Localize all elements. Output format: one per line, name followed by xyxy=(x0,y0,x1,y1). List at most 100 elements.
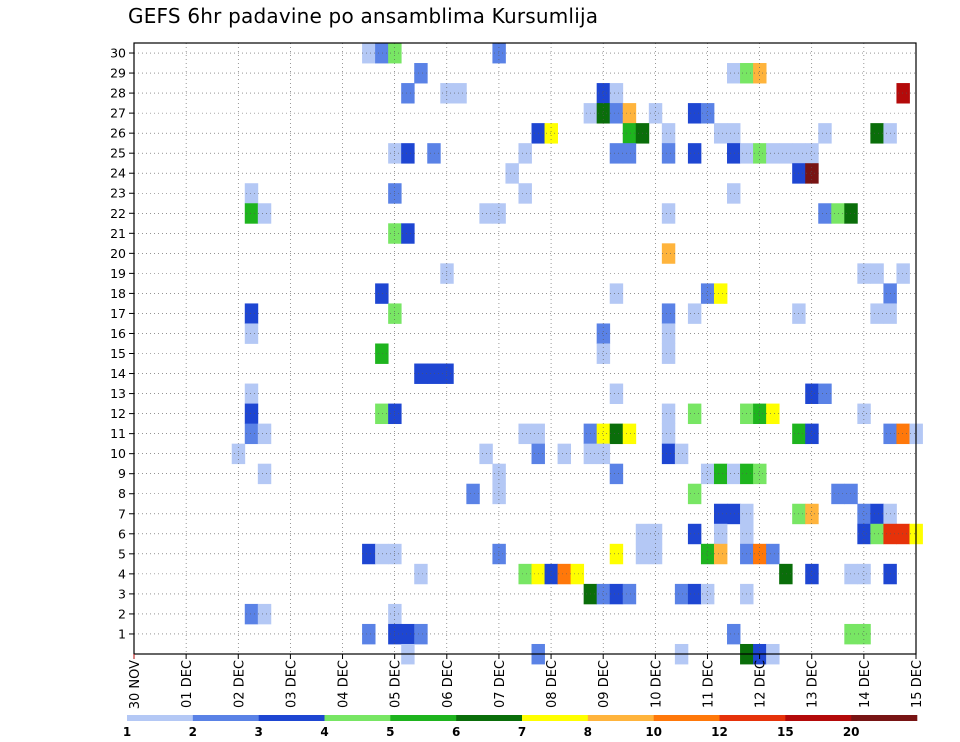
heatmap-cell xyxy=(870,523,884,545)
heatmap-cell xyxy=(870,303,884,324)
colorbar-segment xyxy=(192,715,259,721)
heatmap-cell xyxy=(414,63,428,84)
heatmap-cell xyxy=(427,143,441,164)
heatmap-cell xyxy=(727,123,741,144)
colorbar-label: 1 xyxy=(123,725,131,739)
x-tick-label: 09 DEC xyxy=(597,660,612,708)
heatmap-cell xyxy=(557,563,572,585)
heatmap-cell xyxy=(609,543,624,565)
heatmap-cell xyxy=(596,343,611,364)
heatmap-cell xyxy=(466,483,480,505)
x-tick-label: 08 DEC xyxy=(545,660,560,708)
heatmap-cell xyxy=(609,283,624,304)
heatmap-cell xyxy=(596,583,611,605)
colorbar-label: 12 xyxy=(711,725,728,739)
heatmap-cell xyxy=(844,203,858,224)
heatmap-cell xyxy=(609,143,624,164)
heatmap-cell xyxy=(648,523,663,545)
y-tick-label: 17 xyxy=(110,306,126,321)
heatmap-cell xyxy=(362,623,376,645)
heatmap-cell xyxy=(648,103,663,124)
colorbar-label: 15 xyxy=(777,725,794,739)
colorbar-segment xyxy=(719,715,786,721)
heatmap-cell xyxy=(857,523,871,545)
heatmap-cell xyxy=(375,43,389,64)
heatmap-cell xyxy=(622,103,637,124)
heatmap-cell xyxy=(622,583,637,605)
y-tick-label: 27 xyxy=(110,106,126,121)
heatmap-cell xyxy=(727,143,741,164)
heatmap-cell xyxy=(700,543,715,565)
heatmap-cell xyxy=(700,283,715,304)
y-tick-label: 28 xyxy=(110,86,126,101)
heatmap-cell xyxy=(414,563,428,585)
heatmap-cell xyxy=(570,563,585,585)
heatmap-cell xyxy=(544,563,558,585)
heatmap-cell xyxy=(401,223,415,244)
heatmap-cell xyxy=(401,143,415,164)
heatmap-cell xyxy=(661,443,676,465)
y-tick-label: 12 xyxy=(110,406,126,421)
heatmap-cell xyxy=(805,143,819,164)
heatmap-cell xyxy=(727,463,741,485)
heatmap-cells xyxy=(231,43,923,665)
heatmap-cell xyxy=(622,423,637,445)
chart-title: GEFS 6hr padavine po ansamblima Kursumli… xyxy=(128,4,599,28)
colorbar-segment xyxy=(587,715,654,721)
heatmap-cell xyxy=(661,203,676,224)
heatmap-cell xyxy=(727,623,741,645)
y-tick-label: 24 xyxy=(110,166,126,181)
y-tick-label: 5 xyxy=(118,546,126,561)
heatmap-cell xyxy=(857,263,871,284)
heatmap-cell xyxy=(661,143,676,164)
y-tick-label: 30 xyxy=(110,46,126,61)
y-tick-label: 8 xyxy=(118,486,126,501)
colorbar-legend: 1 2 3 4 5 6 7 8 10 12 15 20 xyxy=(123,715,918,739)
y-tick-label: 20 xyxy=(110,246,126,261)
y-tick-label: 21 xyxy=(110,226,126,241)
heatmap-cell xyxy=(596,83,611,104)
heatmap-cell xyxy=(818,123,832,144)
x-tick-label: 11 DEC xyxy=(702,660,717,708)
heatmap-cell xyxy=(375,403,389,425)
heatmap-cell xyxy=(700,463,715,485)
x-tick-label: 06 DEC xyxy=(441,660,456,708)
heatmap-cell xyxy=(713,283,728,304)
heatmap-cell xyxy=(518,423,532,445)
heatmap-cell xyxy=(518,143,532,164)
heatmap-cell xyxy=(753,543,767,565)
heatmap-cell xyxy=(805,383,819,404)
heatmap-cell xyxy=(244,323,259,344)
heatmap-cell xyxy=(661,403,676,425)
heatmap-cell xyxy=(870,503,884,525)
y-tick-label: 11 xyxy=(110,426,126,441)
heatmap-cell xyxy=(674,443,689,465)
heatmap-cell xyxy=(375,543,389,565)
heatmap-cell xyxy=(700,583,715,605)
x-tick-label: 13 DEC xyxy=(806,660,821,708)
heatmap-cell xyxy=(753,403,767,425)
heatmap-cell xyxy=(244,423,259,445)
heatmap-cell xyxy=(244,603,259,625)
x-tick-label: 30 NOV xyxy=(128,660,143,709)
heatmap-cell xyxy=(648,543,663,565)
colorbar-segment xyxy=(324,715,391,721)
heatmap-cell xyxy=(622,143,637,164)
heatmap-cell xyxy=(609,463,624,485)
y-tick-label: 19 xyxy=(110,266,126,281)
y-tick-label: 18 xyxy=(110,286,126,301)
plot-frame xyxy=(133,42,917,655)
heatmap-cell xyxy=(257,603,272,625)
heatmap-cell xyxy=(713,523,728,545)
heatmap-cell xyxy=(766,543,780,565)
x-tick-label: 05 DEC xyxy=(389,660,404,708)
colorbar-segment xyxy=(653,715,720,721)
heatmap-cell xyxy=(609,103,624,124)
heatmap-cell xyxy=(727,63,741,84)
heatmap-cell xyxy=(805,563,819,585)
heatmap-cell xyxy=(896,83,910,104)
x-tick-label: 01 DEC xyxy=(180,660,195,708)
colorbar-segment xyxy=(522,715,589,721)
heatmap-cell xyxy=(805,163,819,184)
